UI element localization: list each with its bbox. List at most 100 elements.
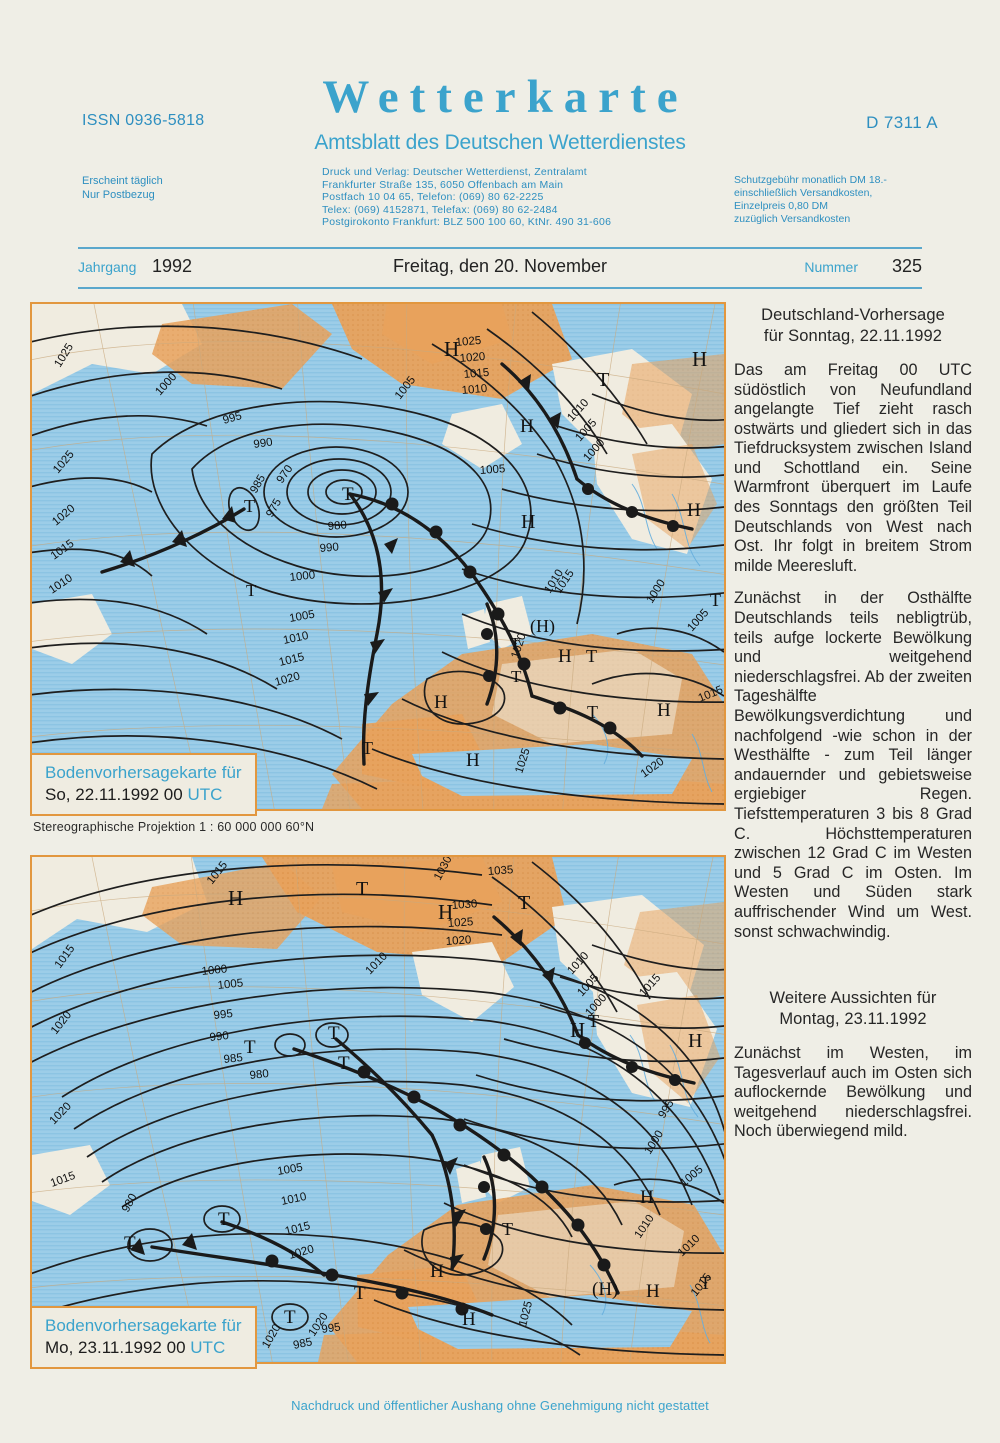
svg-text:T: T	[328, 1023, 340, 1044]
forecast-paragraph-2: Zunächst in der Osthälfte Deutschlands t…	[734, 589, 972, 941]
svg-text:1025: 1025	[447, 916, 473, 930]
svg-text:T: T	[586, 646, 597, 666]
price-line-2: einschließlich Versandkosten,	[734, 187, 873, 199]
svg-text:1020: 1020	[445, 934, 471, 948]
volume-label: Jahrgang	[78, 259, 137, 275]
svg-text:T: T	[510, 634, 521, 653]
svg-text:H: H	[520, 416, 534, 437]
svg-text:H: H	[657, 700, 671, 721]
caption-title-sunday: Bodenvorhersagekarte für	[45, 763, 242, 782]
divider-top	[78, 247, 922, 249]
svg-text:T: T	[597, 369, 609, 391]
svg-text:H: H	[640, 1187, 654, 1208]
price-line-3: Einzelpreis 0,80 DM	[734, 200, 828, 212]
svg-text:H: H	[462, 1309, 476, 1330]
weather-map-sunday[interactable]: H H T H T T H H T (H) H T T T T	[30, 302, 726, 811]
svg-text:T: T	[362, 738, 373, 758]
svg-text:H: H	[444, 337, 459, 361]
svg-text:T: T	[124, 1233, 136, 1254]
page-subtitle: Amtsblatt des Deutschen Wetterdienstes	[314, 131, 686, 154]
svg-text:T: T	[244, 1037, 256, 1058]
svg-text:1015: 1015	[463, 367, 490, 381]
frequency-line-2: Nur Postbezug	[82, 188, 155, 201]
svg-text:995: 995	[213, 1008, 233, 1022]
svg-text:1025: 1025	[455, 335, 482, 349]
svg-text:1020: 1020	[459, 351, 486, 365]
map-caption-monday: Bodenvorhersagekarte für Mo, 23.11.1992 …	[30, 1306, 257, 1369]
svg-text:1010: 1010	[282, 630, 310, 647]
masthead: ISSN 0936-5818 Wetterkarte Amtsblatt des…	[0, 0, 1000, 240]
publisher-line-2: Frankfurter Straße 135, 6050 Offenbach a…	[322, 178, 564, 191]
forecast-heading-monday-line2: Montag, 23.11.1992	[779, 1010, 927, 1029]
svg-text:995: 995	[222, 410, 244, 427]
svg-text:T: T	[588, 1011, 599, 1031]
caption-utc-monday: UTC	[190, 1337, 226, 1357]
caption-utc-sunday: UTC	[187, 784, 223, 804]
issue-info-bar: Jahrgang 1992 Freitag, den 20. November …	[78, 254, 922, 284]
publisher-line-1: Druck und Verlag: Deutscher Wetterdienst…	[322, 166, 587, 178]
svg-text:H: H	[466, 750, 480, 771]
forecast-heading-sunday: Deutschland-Vorhersage für Sonntag, 22.1…	[734, 305, 972, 347]
svg-text:T: T	[518, 892, 530, 914]
svg-text:H: H	[438, 900, 453, 924]
svg-text:(H): (H)	[592, 1279, 618, 1300]
svg-text:980: 980	[249, 1068, 269, 1082]
issn-label: ISSN 0936-5818	[82, 112, 205, 129]
forecast-column: Deutschland-Vorhersage für Sonntag, 22.1…	[734, 305, 972, 1155]
forecast-heading-sunday-line2: für Sonntag, 22.11.1992	[763, 326, 943, 345]
frequency-line-1: Erscheint täglich	[82, 175, 163, 187]
svg-text:1005: 1005	[288, 609, 315, 625]
svg-text:990: 990	[209, 1030, 229, 1044]
volume-value: 1992	[152, 256, 193, 276]
caption-hour-monday: 00	[166, 1337, 186, 1357]
publisher-line-5: Postgirokonto Frankfurt: BLZ 500 100 60,…	[322, 216, 612, 229]
svg-text:H: H	[687, 500, 701, 521]
number-label: Nummer	[804, 259, 858, 275]
svg-text:H: H	[688, 1030, 702, 1052]
map-caption-sunday: Bodenvorhersagekarte für So, 22.11.1992 …	[30, 753, 257, 816]
svg-text:T: T	[710, 590, 721, 610]
svg-text:1005: 1005	[479, 463, 505, 477]
svg-text:1000: 1000	[201, 963, 228, 978]
svg-text:H: H	[692, 347, 707, 371]
svg-text:H: H	[558, 646, 572, 667]
svg-text:T: T	[244, 496, 255, 516]
svg-text:1035: 1035	[487, 864, 513, 878]
forecast-heading-sunday-line1: Deutschland-Vorhersage	[761, 306, 945, 324]
svg-text:T: T	[218, 1209, 230, 1230]
svg-text:1000: 1000	[289, 569, 316, 584]
synoptic-chart-sunday: H H T H T T H H T (H) H T T T T	[32, 304, 724, 809]
map-canvas-sunday: H H T H T T H H T (H) H T T T T	[32, 304, 724, 809]
caption-valid-monday: Mo, 23.11.1992 00 UTC	[45, 1337, 242, 1359]
svg-text:995: 995	[321, 1321, 342, 1336]
svg-text:990: 990	[319, 541, 339, 555]
price-block: Schutzgebühr monatlich DM 18.- einschlie…	[734, 174, 974, 226]
forecast-paragraph-3: Zunächst im Westen, im Tagesverlauf auch…	[734, 1044, 972, 1141]
postal-code-label: D 7311 A	[866, 113, 938, 132]
svg-text:H: H	[646, 1281, 660, 1302]
svg-text:980: 980	[327, 519, 347, 533]
svg-text:1030: 1030	[451, 898, 477, 912]
svg-text:T: T	[700, 1273, 711, 1293]
publisher-block: Druck und Verlag: Deutscher Wetterdienst…	[322, 166, 742, 229]
svg-text:T: T	[511, 667, 522, 686]
page-title: Wetterkarte	[322, 71, 689, 123]
svg-text:T: T	[356, 878, 368, 900]
svg-text:H: H	[430, 1261, 444, 1282]
forecast-heading-monday-line1: Weitere Aussichten für	[769, 989, 937, 1008]
svg-text:990: 990	[253, 436, 274, 451]
publication-frequency-note: Erscheint täglich Nur Postbezug	[82, 175, 163, 202]
caption-day-sunday: So, 22.11.1992	[45, 784, 160, 804]
svg-text:T: T	[338, 1053, 350, 1074]
forecast-paragraph-1: Das am Freitag 00 UTC südöstlich von Neu…	[734, 360, 972, 575]
publisher-line-3: Postfach 10 04 65, Telefon: (069) 80 62-…	[322, 191, 544, 204]
svg-text:1005: 1005	[276, 1162, 303, 1178]
weather-map-monday[interactable]: H T H T H T T T T H T T T T H	[30, 855, 726, 1364]
price-line-1: Schutzgebühr monatlich DM 18.-	[734, 174, 887, 186]
svg-text:H: H	[570, 1018, 585, 1042]
publisher-line-4: Telex: (069) 4152871, Telefax: (069) 80 …	[322, 203, 558, 216]
copyright-notice: Nachdruck und öffentlicher Aushang ohne …	[291, 1398, 709, 1413]
svg-text:1010: 1010	[280, 1191, 308, 1208]
svg-text:T: T	[246, 581, 257, 600]
